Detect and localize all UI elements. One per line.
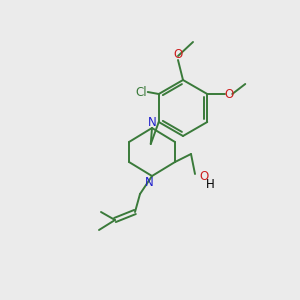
Text: N: N [145, 176, 153, 188]
Text: O: O [225, 88, 234, 100]
Text: H: H [206, 178, 214, 190]
Text: N: N [148, 116, 156, 130]
Text: Cl: Cl [135, 85, 147, 98]
Text: O: O [173, 49, 183, 62]
Text: O: O [200, 170, 208, 184]
